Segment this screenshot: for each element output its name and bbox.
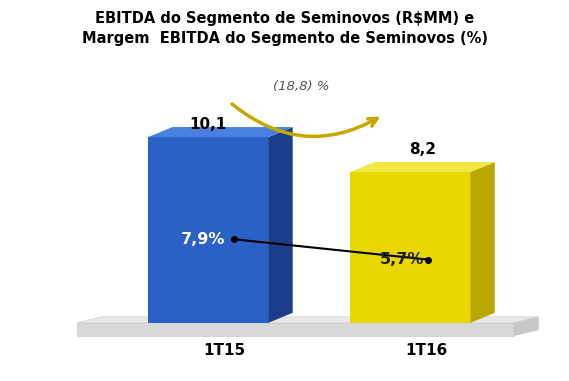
Polygon shape	[470, 162, 495, 323]
Text: 1T16: 1T16	[405, 343, 448, 358]
Text: EBITDA do Segmento de Seminovos (R$MM) e
Margem  EBITDA do Segmento de Seminovos: EBITDA do Segmento de Seminovos (R$MM) e…	[81, 11, 488, 46]
Polygon shape	[268, 127, 292, 323]
Polygon shape	[148, 127, 292, 137]
Polygon shape	[514, 317, 538, 336]
Text: 5,7%: 5,7%	[380, 252, 424, 267]
Polygon shape	[77, 317, 538, 323]
Text: 1T15: 1T15	[203, 343, 245, 358]
Polygon shape	[350, 162, 495, 172]
Polygon shape	[350, 172, 470, 323]
Text: 10,1: 10,1	[189, 117, 226, 132]
Text: 7,9%: 7,9%	[180, 232, 225, 247]
Polygon shape	[77, 323, 514, 336]
Polygon shape	[148, 137, 268, 323]
Text: 8,2: 8,2	[409, 142, 436, 157]
Text: (18,8) %: (18,8) %	[273, 80, 329, 93]
